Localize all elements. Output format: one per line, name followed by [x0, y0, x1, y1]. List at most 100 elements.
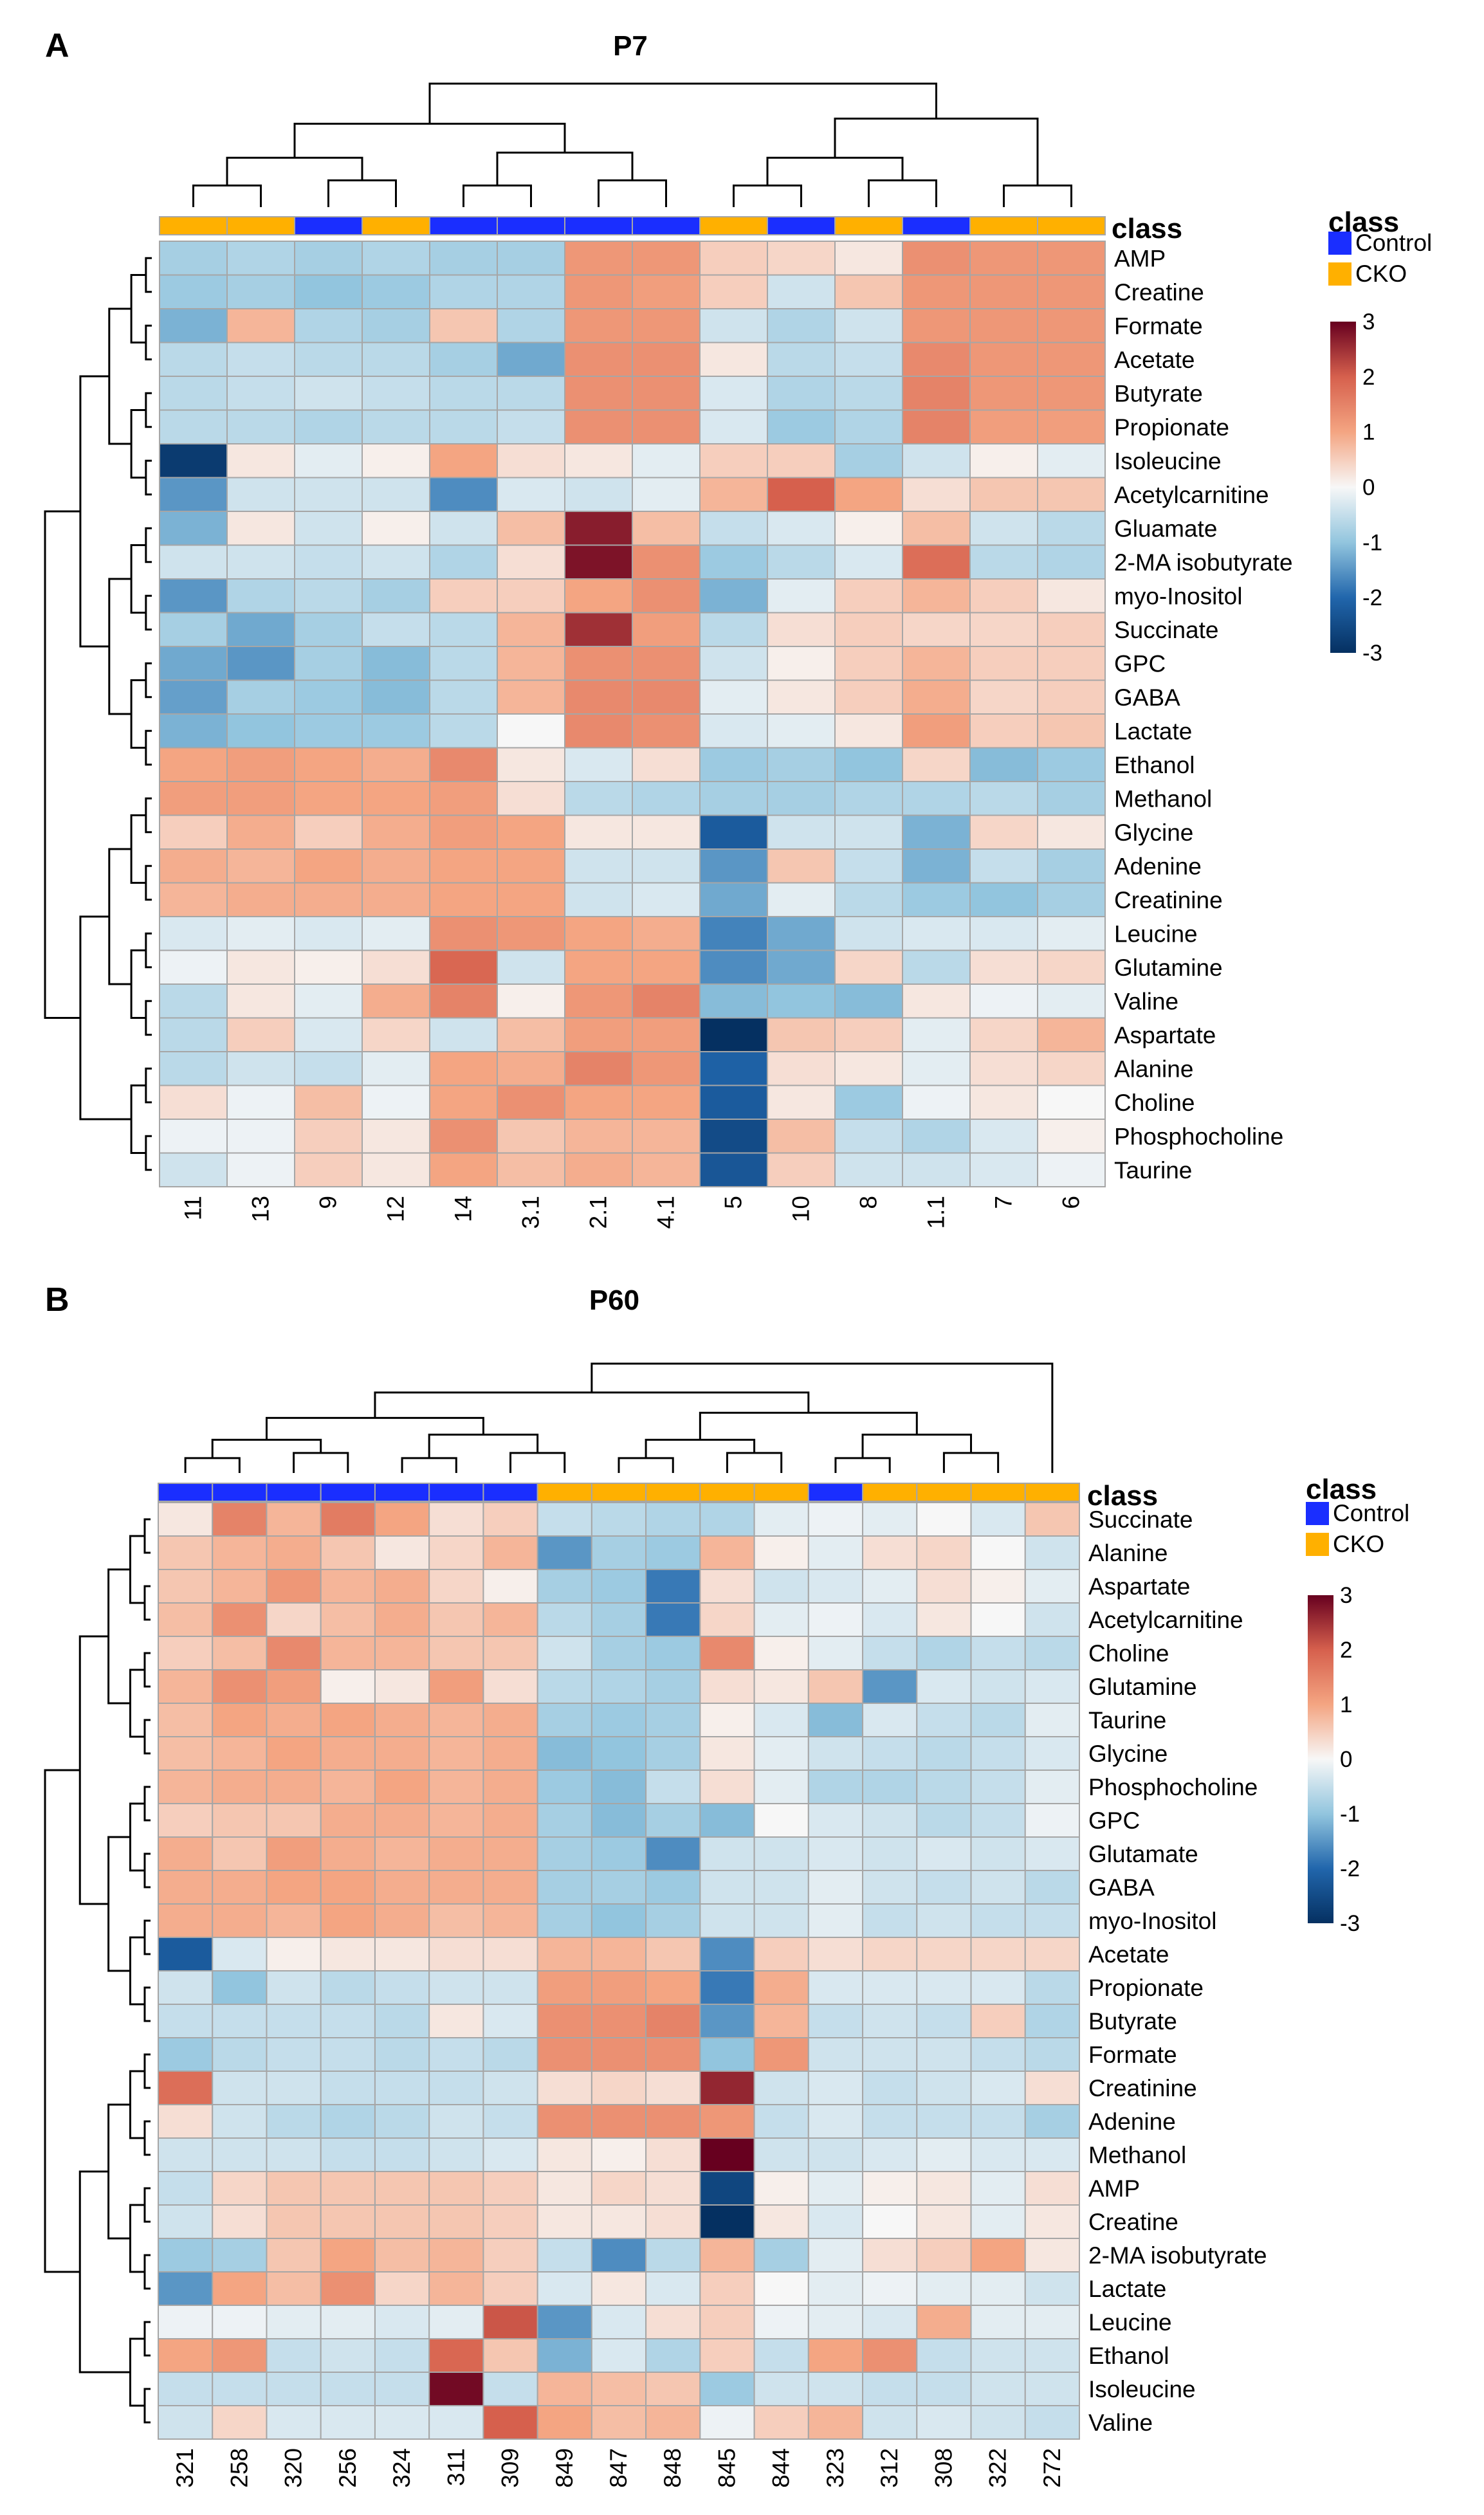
heatmap-cell — [362, 274, 430, 309]
heatmap-cell — [970, 1937, 1026, 1971]
heatmap-cell — [753, 2004, 809, 2038]
column-dendrogram-branch — [192, 184, 262, 207]
heatmap-cell — [482, 1502, 538, 1537]
row-label: Alanine — [1088, 1540, 1168, 1566]
heatmap-cell — [428, 2137, 484, 2172]
heatmap-cell — [320, 1803, 376, 1838]
heatmap-cell — [158, 1836, 214, 1871]
heatmap-cell — [428, 1703, 484, 1737]
column-dendrogram-branch — [265, 1416, 484, 1440]
row-dendrogram-branch — [130, 544, 146, 614]
heatmap-cell — [591, 2071, 647, 2105]
heatmap-cell — [320, 2271, 376, 2306]
heatmap-cell — [699, 1703, 755, 1737]
heatmap-cell — [645, 1736, 701, 1771]
heatmap-cell — [374, 2171, 430, 2206]
column-dendrogram-branch — [401, 1457, 457, 1473]
heatmap-cell — [362, 713, 430, 749]
heatmap-cell — [429, 983, 498, 1019]
heatmap-cell — [374, 1937, 430, 1971]
heatmap-cell — [362, 578, 430, 614]
heatmap-cell — [159, 342, 228, 377]
row-label: Creatine — [1088, 2209, 1178, 2235]
heatmap-panel-b: B P60classSuccinateAlanineAspartateAcetyl… — [44, 1281, 1409, 2488]
row-dendrogram-branch — [108, 307, 132, 445]
heatmap-cell — [767, 983, 836, 1019]
heatmap-cell — [699, 2338, 755, 2373]
row-label: Lactate — [1088, 2276, 1166, 2302]
heatmap-cell — [807, 1502, 864, 1537]
heatmap-cell — [429, 409, 498, 444]
row-dendrogram-branch — [145, 392, 152, 428]
heatmap-cell — [212, 2338, 268, 2373]
heatmap-cell — [320, 2338, 376, 2373]
heatmap-cell — [1037, 882, 1106, 917]
heatmap-cell — [1024, 2271, 1080, 2306]
heatmap-cell — [1037, 1084, 1106, 1120]
heatmap-cell — [632, 747, 701, 782]
heatmap-cell — [320, 2405, 376, 2440]
heatmap-cell — [753, 2104, 809, 2139]
heatmap-cell — [807, 1636, 864, 1670]
heatmap-cell — [226, 578, 295, 614]
color-scale-tick: -2 — [1362, 585, 1382, 610]
heatmap-cell — [226, 916, 295, 951]
heatmap-cell — [767, 747, 836, 782]
heatmap-cell — [970, 1870, 1026, 1905]
heatmap-cell — [969, 578, 1038, 614]
heatmap-cell — [591, 2405, 647, 2440]
heatmap-cell — [159, 274, 228, 309]
heatmap-cell — [916, 1903, 972, 1938]
heatmap-cell — [294, 713, 363, 749]
heatmap-cell — [362, 983, 430, 1019]
heatmap-cell — [536, 2405, 592, 2440]
heatmap-cell — [497, 308, 565, 343]
heatmap-cell — [158, 2137, 214, 2172]
heatmap-cell — [428, 1502, 484, 1537]
heatmap-cell — [320, 1970, 376, 2005]
class-bar-cell — [591, 1483, 647, 1502]
heatmap-cell — [294, 409, 363, 444]
heatmap-cell — [374, 2271, 430, 2306]
heatmap-cell — [212, 1703, 268, 1737]
heatmap-cell — [374, 1803, 430, 1838]
heatmap-cell — [699, 2004, 755, 2038]
heatmap-cell — [699, 747, 768, 782]
heatmap-cell — [1037, 916, 1106, 951]
heatmap-cell — [212, 2037, 268, 2072]
heatmap-cell — [497, 443, 565, 479]
heatmap-cell — [374, 1970, 430, 2005]
heatmap-cell — [970, 2405, 1026, 2440]
heatmap-cell — [916, 1870, 972, 1905]
heatmap-cell — [1024, 2171, 1080, 2206]
heatmap-cell — [902, 274, 971, 309]
heatmap-cell — [970, 1502, 1026, 1537]
heatmap-cell — [266, 2271, 322, 2306]
heatmap-cell — [226, 544, 295, 580]
heatmap-cell — [497, 477, 565, 512]
heatmap-cell — [374, 1736, 430, 1771]
heatmap-cell — [862, 1970, 918, 2005]
heatmap-cell — [429, 814, 498, 850]
row-dendrogram-branch — [107, 1568, 131, 1705]
heatmap-cell — [212, 1535, 268, 1570]
heatmap-cell — [767, 544, 836, 580]
heatmap-cell — [970, 2004, 1026, 2038]
heatmap-cell — [591, 2305, 647, 2339]
heatmap-cell — [632, 376, 701, 411]
heatmap-cell — [753, 2271, 809, 2306]
heatmap-cell — [1024, 1870, 1080, 1905]
heatmap-cell — [226, 1051, 295, 1086]
heatmap-cell — [159, 814, 228, 850]
class-bar-cell — [902, 216, 971, 235]
heatmap-cell — [591, 1602, 647, 1637]
column-label: 845 — [713, 2448, 740, 2488]
heatmap-cell — [362, 1017, 430, 1052]
heatmap-cell — [969, 612, 1038, 647]
heatmap-cell — [699, 241, 768, 276]
column-label: 8 — [856, 1196, 882, 1209]
heatmap-cell — [1024, 1703, 1080, 1737]
column-label: 309 — [497, 2448, 524, 2488]
heatmap-cell — [632, 713, 701, 749]
heatmap-cell — [699, 2071, 755, 2105]
